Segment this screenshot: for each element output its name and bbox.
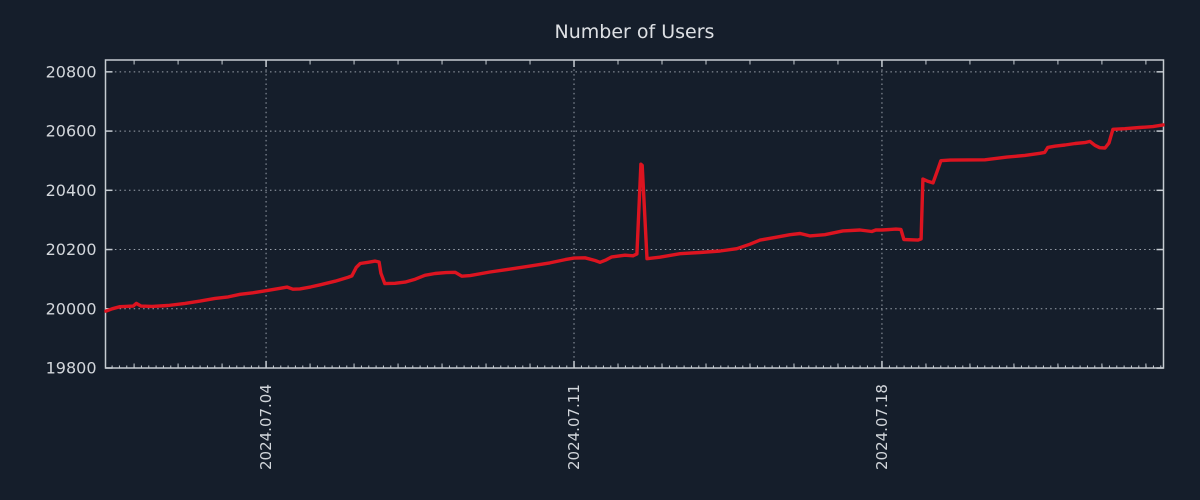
y-tick-label: 20600 xyxy=(46,122,97,141)
plot-border xyxy=(104,59,1165,369)
tick-labels: 19800 20000 20200 20400 20600 20800 2024.07.04… xyxy=(46,62,891,470)
y-tick-label: 20800 xyxy=(46,62,97,81)
y-tick-label: 20200 xyxy=(46,240,97,259)
series-line xyxy=(104,123,1165,313)
x-tick-label: 2024.07.11 xyxy=(565,384,583,470)
axes xyxy=(104,59,1165,369)
gridlines xyxy=(105,60,1164,368)
x-tick-label: 2024.07.04 xyxy=(257,384,275,470)
y-tick-label: 20000 xyxy=(46,299,97,318)
y-tick-label: 19800 xyxy=(46,359,97,378)
y-tick-label: 20400 xyxy=(46,181,97,200)
x-tick-label: 2024.07.18 xyxy=(873,384,891,470)
chart-title: Number of Users xyxy=(555,21,715,43)
series xyxy=(104,123,1165,313)
